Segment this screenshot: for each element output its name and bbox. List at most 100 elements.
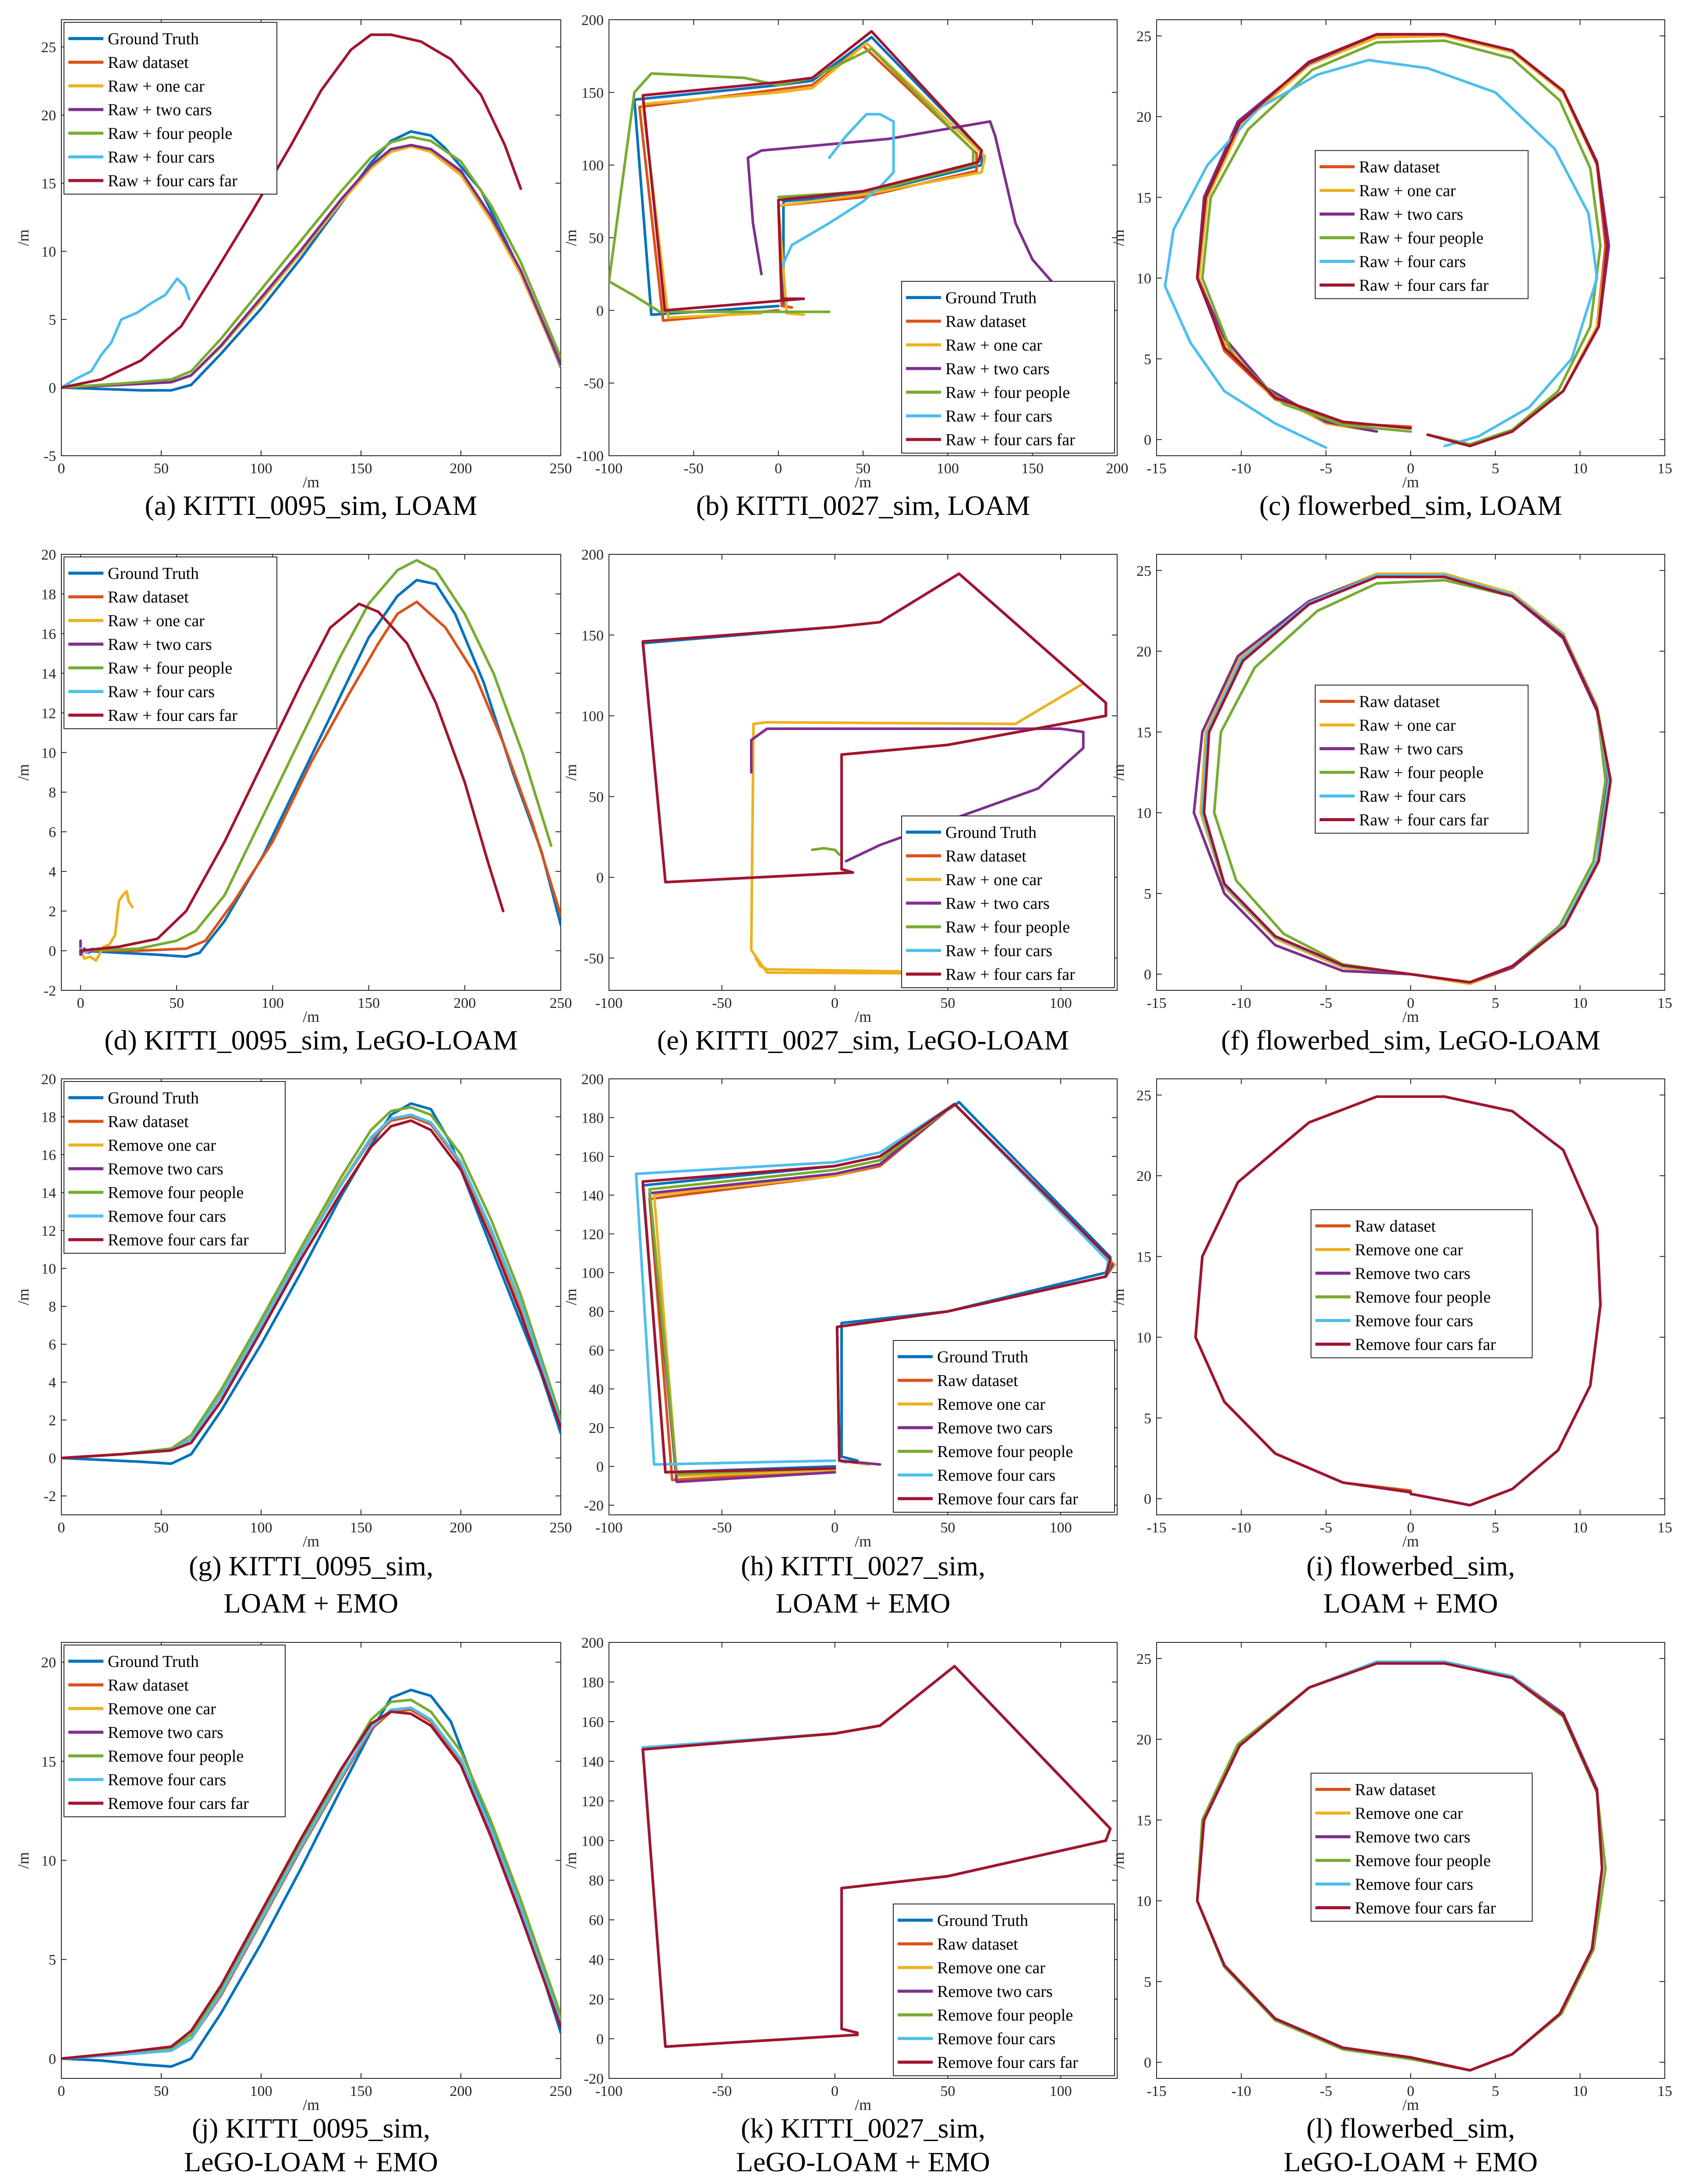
y-axis-label: /m: [14, 1288, 32, 1305]
y-tick-label: 200: [581, 12, 604, 28]
y-tick-label: 4: [49, 1375, 56, 1391]
chart-caption: (i) flowerbed_sim,: [1306, 1550, 1515, 1581]
chart-caption: (g) KITTI_0095_sim,: [189, 1550, 433, 1581]
y-tick-label: 25: [41, 39, 56, 56]
series-line: [641, 30, 983, 312]
y-tick-label: -100: [577, 448, 604, 464]
y-tick-label: 0: [596, 2032, 604, 2048]
y-tick-label: 160: [581, 1149, 604, 1165]
y-tick-label: 100: [581, 1265, 604, 1281]
series-line: [79, 890, 134, 962]
y-tick-label: 15: [41, 176, 56, 192]
legend: Ground Truth Raw dataset Remove one car Rem…: [893, 1340, 1115, 1513]
x-tick-label: 100: [1050, 2083, 1072, 2099]
x-axis-label: /m: [303, 473, 319, 491]
x-tick-label: 0: [58, 1520, 65, 1536]
y-tick-label: 14: [41, 666, 56, 682]
y-tick-label: 18: [41, 586, 56, 603]
legend: Ground Truth Raw dataset Remove one car Rem…: [64, 1081, 286, 1254]
legend-label: Raw dataset: [108, 1113, 189, 1131]
chart-caption: (f) flowerbed_sim, LeGO-LOAM: [1221, 1025, 1600, 1056]
x-tick-label: 250: [550, 995, 572, 1011]
x-tick-label: 100: [937, 461, 959, 477]
y-tick-label: 80: [589, 1873, 604, 1889]
y-tick-label: 0: [596, 870, 604, 886]
series-group: [641, 1665, 1112, 2048]
legend-label: Remove one car: [1355, 1805, 1463, 1823]
legend-label: Remove four cars far: [1355, 1899, 1496, 1918]
y-tick-label: 180: [581, 1674, 604, 1691]
series-group: [1164, 33, 1610, 449]
y-tick-label: -2: [44, 1489, 56, 1505]
legend-label: Remove one car: [108, 1700, 216, 1718]
x-tick-label: 100: [250, 1520, 272, 1536]
y-tick-label: -50: [584, 950, 604, 967]
y-tick-label: 150: [581, 85, 604, 101]
legend-label: Remove two cars: [937, 1419, 1053, 1437]
y-tick-label: 5: [49, 1952, 56, 1968]
y-tick-label: 25: [1136, 1088, 1151, 1104]
series-line: [61, 277, 191, 389]
legend-label: Remove four cars: [108, 1207, 226, 1226]
y-tick-label: 0: [49, 380, 56, 397]
legend-label: Remove two cars: [108, 1723, 223, 1742]
legend-label: Remove four cars: [108, 1771, 226, 1789]
x-tick-label: 50: [169, 995, 184, 1011]
y-tick-label: 60: [589, 1912, 604, 1929]
x-tick-label: 150: [350, 1520, 372, 1536]
y-tick-label: 120: [581, 1227, 604, 1243]
legend-label: Remove four cars far: [108, 1794, 249, 1813]
y-tick-label: 150: [581, 628, 604, 644]
y-tick-label: 40: [589, 1382, 604, 1398]
x-axis-label: /m: [303, 1008, 319, 1025]
chart-d: 0 50 100 150 200 250 -2 0 2 4 6 8 10 12 14 16 18 20/m/m Gr…: [14, 547, 572, 1056]
legend: Raw dataset Remove one car Remove two cars…: [1310, 1209, 1533, 1358]
legend-label: Raw + four cars far: [1359, 277, 1489, 295]
y-tick-label: 5: [1144, 351, 1151, 368]
x-axis-label: /m: [1402, 1532, 1419, 1550]
legend-label: Remove two cars: [1355, 1828, 1471, 1847]
chart-caption: LeGO-LOAM + EMO: [736, 2146, 990, 2177]
x-tick-label: -50: [712, 2083, 732, 2099]
x-tick-label: 100: [262, 995, 284, 1011]
legend-label: Remove four cars far: [1355, 1336, 1496, 1354]
series-group: [61, 1688, 561, 2068]
y-tick-label: 15: [1136, 724, 1151, 741]
x-tick-label: 200: [450, 461, 472, 477]
y-axis-label: /m: [1110, 1852, 1127, 1868]
series-line: [61, 33, 522, 389]
legend-label: Raw + four cars far: [108, 706, 237, 725]
series-line: [811, 847, 841, 856]
x-tick-label: 100: [1050, 995, 1072, 1011]
legend-label: Raw + two cars: [1359, 206, 1463, 224]
x-tick-label: 50: [940, 995, 955, 1011]
x-tick-label: 200: [450, 1520, 472, 1536]
y-tick-label: 16: [41, 1147, 56, 1163]
chart-h: -100 -50 0 50 100 -20 0 20 40 60 80 100 120 140 160 180…: [562, 1071, 1118, 1619]
x-tick-label: -10: [1231, 2083, 1251, 2099]
x-axis-label: /m: [855, 1532, 871, 1550]
x-tick-label: 10: [1573, 995, 1588, 1011]
y-tick-label: 6: [49, 1337, 56, 1353]
x-tick-label: 250: [550, 461, 572, 477]
legend: Raw dataset Raw + one car Raw + two cars Ra…: [1315, 684, 1529, 834]
legend-label: Ground Truth: [945, 289, 1037, 307]
legend: Ground Truth Raw dataset Raw + one car Raw …: [901, 815, 1115, 988]
series-group: [61, 1102, 561, 1465]
x-tick-label: 5: [1492, 995, 1499, 1011]
y-tick-label: 0: [1144, 1491, 1151, 1507]
chart-caption: (l) flowerbed_sim,: [1306, 2113, 1515, 2144]
y-tick-label: 10: [41, 1853, 56, 1869]
x-axis-label: /m: [1402, 473, 1419, 491]
legend-label: Raw dataset: [1355, 1217, 1436, 1236]
y-tick-label: 20: [1136, 1732, 1151, 1748]
chart-caption: (c) flowerbed_sim, LOAM: [1259, 490, 1562, 521]
x-tick-label: 5: [1492, 461, 1499, 477]
y-axis-label: /m: [562, 764, 580, 780]
x-tick-label: 10: [1573, 461, 1588, 477]
series-line: [61, 1113, 561, 1460]
chart-caption: (e) KITTI_0027_sim, LeGO-LOAM: [657, 1025, 1069, 1056]
x-tick-label: 50: [154, 461, 169, 477]
legend-label: Remove four people: [108, 1184, 244, 1202]
